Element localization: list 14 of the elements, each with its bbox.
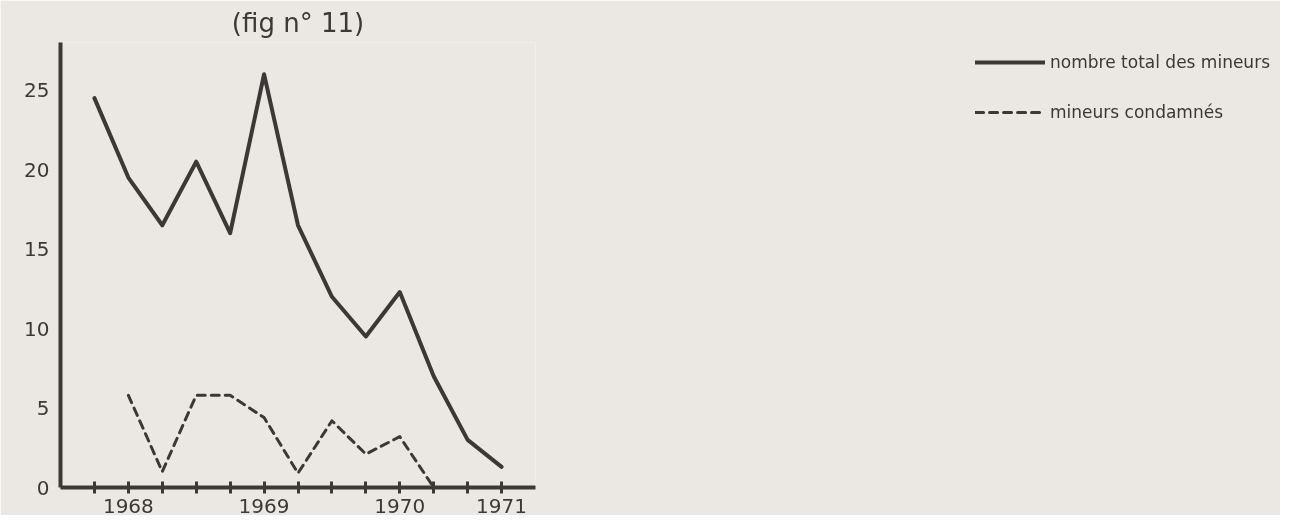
x-tick-label: 1968 — [102, 493, 154, 518]
x-tick-label: 1971 — [476, 493, 528, 518]
y-tick-label: 15 — [24, 237, 50, 262]
y-tick-label: 5 — [36, 396, 50, 421]
line-series — [92, 72, 504, 469]
legend-label: mineurs condamnés — [1050, 102, 1223, 122]
y-tick-label: 0 — [36, 475, 50, 500]
legend-label: nombre total des mineurs — [1050, 52, 1270, 72]
x-tick-label: 1969 — [238, 493, 290, 518]
x-tick-label: 1970 — [374, 493, 426, 518]
chart-title: (fig n° 11) — [231, 7, 365, 38]
y-tick-label: 20 — [24, 157, 50, 182]
y-tick-label: 10 — [24, 316, 50, 341]
y-tick-label: 25 — [24, 78, 50, 103]
